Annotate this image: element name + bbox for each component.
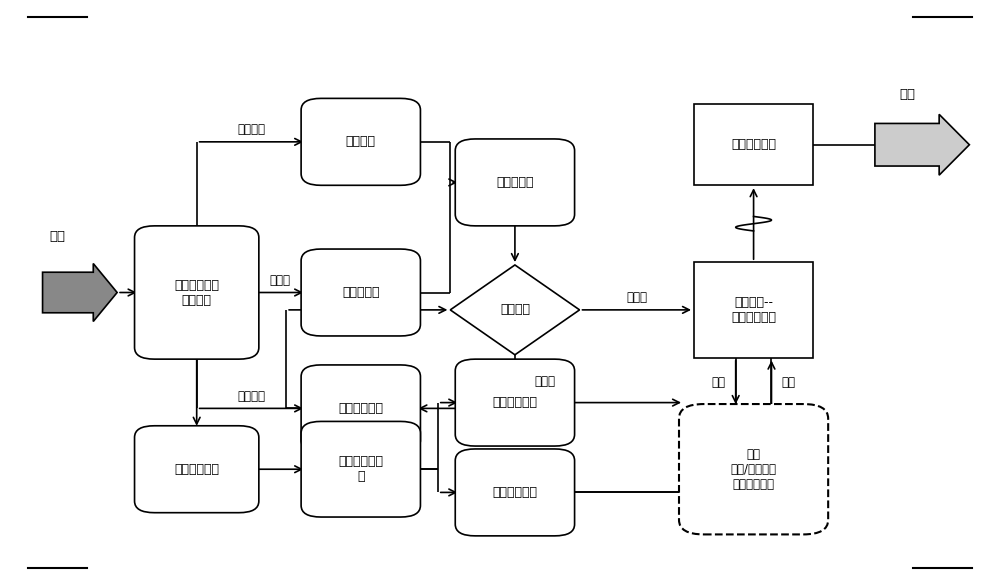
Polygon shape (875, 114, 969, 175)
Text: 查询灰度--
记录工艺信息: 查询灰度-- 记录工艺信息 (731, 296, 776, 324)
Text: 矩形中心: 矩形中心 (237, 123, 265, 136)
FancyBboxPatch shape (455, 359, 575, 446)
FancyBboxPatch shape (455, 449, 575, 536)
FancyBboxPatch shape (679, 404, 828, 535)
Text: 特征内: 特征内 (626, 291, 647, 304)
Text: 孔排布方向: 孔排布方向 (342, 286, 380, 299)
FancyBboxPatch shape (301, 421, 420, 517)
FancyBboxPatch shape (301, 98, 420, 185)
Text: 矩形角点: 矩形角点 (237, 390, 265, 402)
Text: 长短边: 长短边 (269, 274, 290, 287)
Text: 特征: 特征 (49, 230, 65, 243)
Polygon shape (43, 263, 117, 322)
FancyBboxPatch shape (301, 249, 420, 336)
Text: 确定孔距范围: 确定孔距范围 (492, 396, 537, 409)
Text: 特征排列设计: 特征排列设计 (731, 138, 776, 152)
FancyBboxPatch shape (135, 226, 259, 359)
Text: 计算平均亮度: 计算平均亮度 (174, 463, 219, 476)
Text: 样式: 样式 (781, 376, 795, 389)
Text: 划分
间距/密度划分
孔距种类选用: 划分 间距/密度划分 孔距种类选用 (731, 448, 777, 491)
Bar (694, 262, 813, 357)
Polygon shape (450, 265, 580, 355)
Bar (694, 104, 813, 185)
Text: 逐点查询: 逐点查询 (500, 304, 530, 316)
Text: 灰度: 灰度 (712, 376, 726, 389)
Text: 确定查询范围: 确定查询范围 (338, 402, 383, 415)
Text: 计算特征标准
差: 计算特征标准 差 (338, 455, 383, 483)
Text: 建立坐标系: 建立坐标系 (496, 176, 534, 189)
Text: 特征外: 特征外 (535, 375, 556, 388)
Text: 输出: 输出 (900, 88, 916, 101)
Text: 求特征的最小
包围矩形: 求特征的最小 包围矩形 (174, 278, 219, 307)
FancyBboxPatch shape (135, 426, 259, 512)
Text: 确定间距范围: 确定间距范围 (492, 486, 537, 499)
FancyBboxPatch shape (455, 139, 575, 226)
FancyBboxPatch shape (301, 365, 420, 452)
Text: 特征定位: 特征定位 (346, 135, 376, 149)
